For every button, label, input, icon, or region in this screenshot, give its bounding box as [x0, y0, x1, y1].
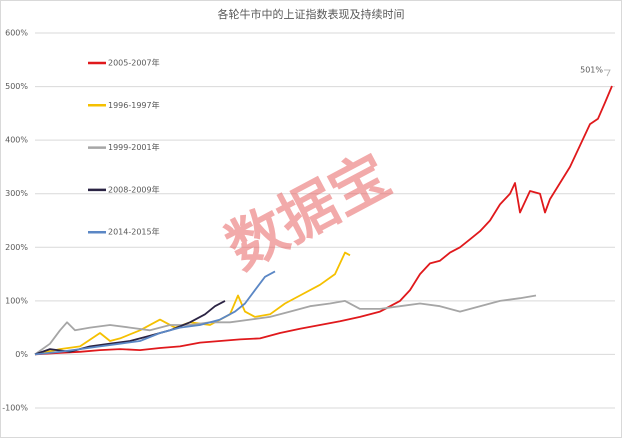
y-tick-label: 100%	[5, 296, 28, 305]
grid: -100% 0% 100% 200% 300% 400% 500% 600%	[2, 29, 615, 413]
label-leader	[604, 69, 611, 77]
data-label: 501%	[580, 66, 603, 75]
y-tick-label: 300%	[5, 189, 28, 198]
series-line	[34, 270, 276, 356]
series-line	[34, 85, 613, 356]
legend: 2005-2007年 1996-1997年 1999-2001年 2008-2009年…	[88, 58, 160, 237]
series-line	[34, 294, 537, 356]
legend-label: 2005-2007年	[108, 58, 160, 68]
y-tick-label: 500%	[5, 82, 28, 91]
chart-title: 各轮牛市中的上证指数表现及持续时间	[218, 7, 405, 21]
y-tick-label: 400%	[5, 136, 28, 145]
y-tick-label: 0%	[15, 350, 28, 359]
y-tick-label: 200%	[5, 243, 28, 252]
y-tick-label: -100%	[2, 404, 28, 413]
legend-label: 1999-2001年	[108, 142, 160, 152]
legend-label: 2008-2009年	[108, 184, 160, 194]
legend-label: 2014-2015年	[108, 227, 160, 237]
y-tick-label: 600%	[5, 29, 28, 38]
legend-label: 1996-1997年	[108, 100, 160, 110]
lines: 501%	[34, 66, 613, 356]
